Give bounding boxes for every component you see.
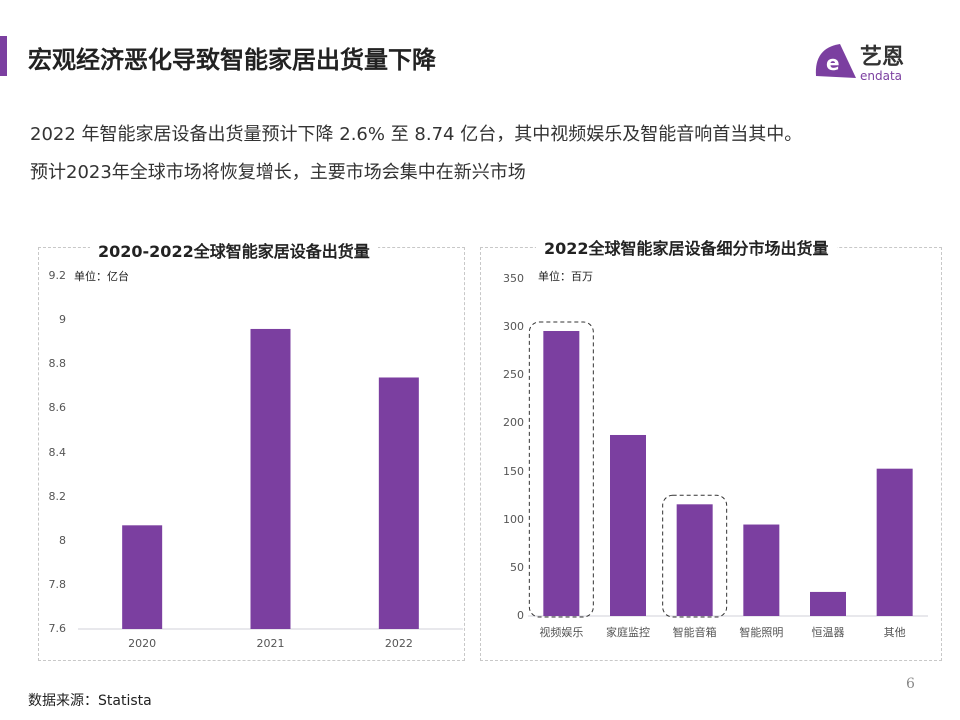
highlight-box (662, 494, 728, 618)
y-tick-label: 8.6 (48, 401, 67, 415)
bar-恒温器 (810, 591, 846, 616)
y-tick-label: 200 (503, 416, 524, 430)
y-tick-label: 7.6 (48, 622, 67, 635)
y-tick-label: 8.2 (48, 489, 67, 503)
x-tick-label: 2022 (384, 637, 413, 650)
bar-家庭监控 (610, 434, 646, 616)
y-tick-label: 150 (503, 464, 524, 478)
y-tick-label: 8.8 (48, 357, 67, 371)
x-tick-label: 智能照明 (739, 626, 784, 639)
x-tick-label: 2020 (128, 637, 157, 650)
x-tick-label: 家庭监控 (605, 626, 650, 639)
y-tick-label: 9 (59, 313, 66, 327)
y-tick-label: 300 (503, 320, 524, 334)
page-title: 宏观经济恶化导致智能家居出货量下降 (28, 46, 436, 74)
chart-title-left: 2020-2022全球智能家居设备出货量 (90, 238, 378, 262)
highlight-box (528, 321, 594, 618)
svg-text:艺恩: 艺恩 (860, 44, 904, 70)
y-tick-label: 0 (517, 609, 524, 622)
intro-line-2: 预计2023年全球市场将恢复增长，主要市场会集中在新兴市场 (30, 162, 526, 183)
endata-logo: e 艺恩 endata (812, 38, 932, 84)
x-tick-label: 其他 (883, 626, 906, 639)
y-tick-label: 8 (59, 533, 66, 547)
y-tick-label: 50 (510, 560, 524, 574)
unit-label-right: 单位：百万 (538, 270, 593, 283)
logo-icon: e 艺恩 endata (815, 44, 904, 83)
title-accent-bar (0, 36, 7, 76)
x-tick-label: 2021 (256, 637, 285, 650)
y-tick-label: 7.8 (48, 577, 67, 591)
intro-line-1: 2022 年智能家居设备出货量预计下降 2.6% 至 8.74 亿台，其中视频娱… (30, 124, 803, 145)
bar-2021 (250, 328, 291, 629)
y-tick-label: 250 (503, 368, 524, 382)
page-number: 6 (906, 676, 915, 692)
bar-2022 (378, 377, 419, 629)
svg-text:endata: endata (860, 69, 902, 83)
x-tick-label: 视频娱乐 (539, 626, 584, 639)
source-note: 数据来源：Statista (28, 693, 152, 709)
y-tick-label: 8.4 (48, 445, 67, 459)
chart-title-right: 2022全球智能家居设备细分市场出货量 (536, 235, 837, 259)
x-tick-label: 智能音箱 (672, 626, 717, 639)
unit-label-left: 单位：亿台 (74, 270, 129, 283)
y-tick-label: 9.2 (48, 269, 67, 282)
bar-2020 (122, 525, 163, 629)
bar-视频娱乐 (543, 330, 580, 616)
svg-text:e: e (826, 51, 840, 75)
bar-其他 (876, 468, 913, 616)
x-tick-label: 恒温器 (811, 626, 845, 639)
bar-智能照明 (743, 524, 780, 616)
y-tick-label: 100 (503, 512, 524, 526)
y-tick-label: 350 (503, 272, 524, 285)
bar-智能音箱 (676, 504, 713, 616)
